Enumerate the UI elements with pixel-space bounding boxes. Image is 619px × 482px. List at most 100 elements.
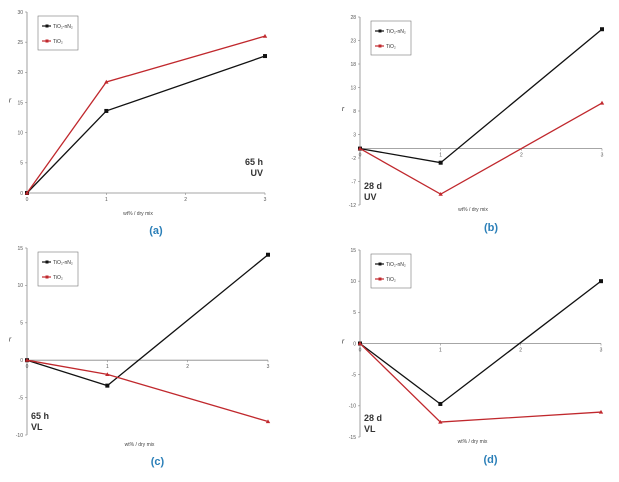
y-axis-label: r [9,98,12,105]
panel-label: (c) [151,456,165,468]
data-point [263,54,267,59]
x-tick-label: 2 [186,364,189,370]
legend-box [37,15,79,51]
data-point [24,358,30,362]
legend-marker [45,260,49,264]
legend-label: TiO₂-nN₂ [386,29,406,35]
data-point [438,191,443,196]
legend-marker [378,262,382,266]
panel-label: (b) [484,222,498,234]
x-tick-label: 3 [264,197,267,203]
x-tick-label: 2 [519,348,522,354]
condition-annotation: 65 h [31,411,49,421]
legend-marker [45,24,49,28]
data-point [438,401,443,406]
y-tick-label: 10 [17,283,23,289]
legend-marker [378,44,382,48]
panel-label: (d) [483,454,497,466]
y-tick-label: 25 [17,40,23,46]
data-point [438,419,443,424]
panel-label: (a) [149,225,163,237]
data-point [265,419,271,424]
condition-annotation: VL [31,422,43,432]
data-point [357,341,363,346]
legend-box [370,253,412,289]
legend-marker [45,275,49,279]
legend-marker [45,39,49,43]
chart-panel-a: 0 5 10 15 20 25 30 0 1 2 3 wt% / dry mix r TiO₂-nN₂ Ti… [9,10,268,237]
y-tick-label: 5 [353,310,356,316]
x-tick-label: 2 [520,153,523,159]
y-tick-label: -12 [349,203,356,209]
y-tick-label: -5 [352,372,357,378]
legend-marker [378,277,382,281]
y-tick-label: 30 [17,10,23,16]
legend-label: TiO₂ [53,39,63,45]
x-axis-label: wt% / dry mix [458,439,488,445]
data-point [266,252,270,257]
y-tick-label: 28 [350,15,356,21]
y-tick-label: -10 [16,433,23,439]
series-line-tio2 [26,35,266,194]
chart-panel-c: -10 -5 0 5 10 15 0 1 2 3 wt% / dry mix r TiO₂-nN₂ TiO… [9,246,271,468]
condition-annotation: VL [364,424,376,434]
y-tick-label: 0 [353,341,356,347]
y-tick-label: 18 [350,62,356,68]
series-line-tio2 [26,359,269,423]
condition-annotation: 28 d [364,181,382,191]
y-tick-label: 5 [20,161,23,167]
y-tick-label: 8 [353,109,356,115]
y-tick-label: 10 [350,279,356,285]
x-tick-label: 3 [601,153,604,159]
y-tick-label: 15 [17,246,23,252]
data-point [599,279,603,284]
x-tick-label: 0 [26,197,29,203]
x-tick-label: 3 [267,364,270,370]
chart-panel-d: -15 -10 -5 0 5 10 15 0 1 2 3 wt% / dry mix r TiO₂-nN₂… [342,248,604,466]
data-point [598,409,604,414]
y-axis-label: r [342,339,345,346]
data-point [104,108,109,113]
y-tick-label: -5 [19,395,24,401]
x-tick-label: 1 [106,364,109,370]
x-tick-label: 1 [439,348,442,354]
x-tick-label: 2 [184,197,187,203]
y-tick-label: 0 [20,358,23,364]
x-tick-label: 3 [600,348,603,354]
condition-annotation: UV [364,192,377,202]
legend-label: TiO₂ [53,275,63,281]
series-line-tio2 [359,343,602,423]
y-tick-label: 20 [17,70,23,76]
data-point [24,190,30,195]
y-tick-label: 13 [350,85,356,91]
y-tick-label: 3 [353,132,356,138]
x-tick-label: 1 [439,153,442,159]
x-axis-label: wt% / dry mix [125,442,155,448]
data-point [262,33,268,38]
condition-annotation: 65 h [245,157,263,167]
y-tick-label: -10 [349,404,356,410]
legend-box [370,20,412,56]
x-tick-label: 0 [26,364,29,370]
series-line-tio2-nn2 [359,280,602,405]
legend-marker [378,29,382,33]
y-tick-label: -15 [349,435,356,441]
x-tick-label: 1 [105,197,108,203]
legend-label: TiO₂-nN₂ [53,24,73,30]
data-point [105,372,110,377]
legend-box [37,251,79,287]
data-point [357,146,363,151]
data-point [105,383,110,388]
y-tick-label: 10 [17,130,23,136]
y-tick-label: -7 [352,179,357,185]
x-tick-label: 0 [359,348,362,354]
x-tick-label: 0 [359,153,362,159]
y-tick-label: 23 [350,38,356,44]
y-tick-label: 0 [20,191,23,197]
data-point [599,100,605,105]
condition-annotation: 28 d [364,413,382,423]
x-axis-label: wt% / dry mix [123,211,153,217]
legend-label: TiO₂ [386,44,396,50]
